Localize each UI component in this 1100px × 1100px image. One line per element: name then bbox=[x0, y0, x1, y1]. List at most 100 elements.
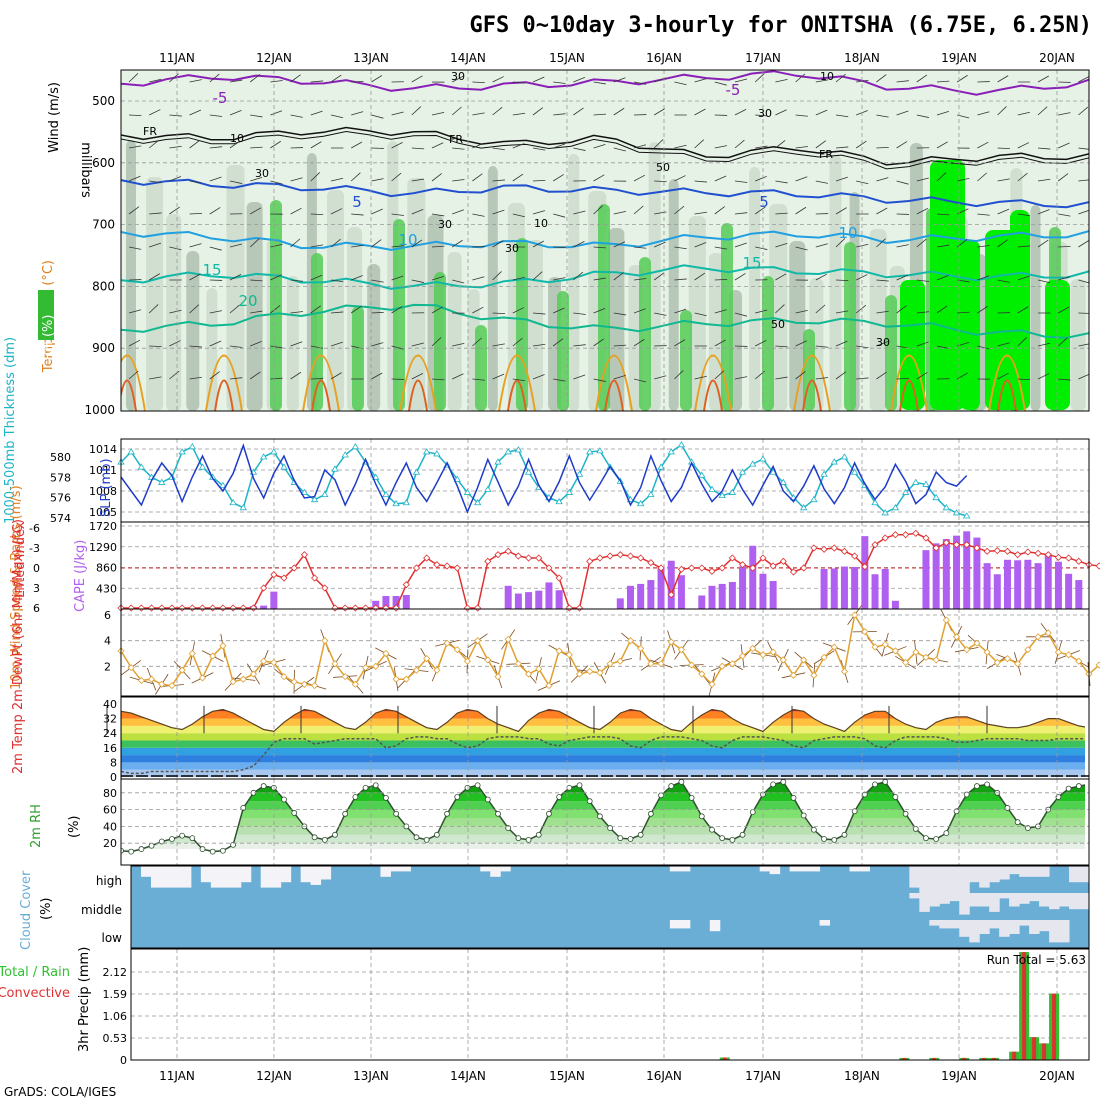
wind-barb bbox=[371, 372, 383, 380]
thickness-line bbox=[120, 443, 967, 517]
wind-barb bbox=[1037, 106, 1048, 116]
wind-barb bbox=[128, 73, 139, 83]
wind-barb bbox=[452, 179, 465, 182]
cape-bar bbox=[830, 568, 838, 609]
cloud-clear-segment bbox=[999, 893, 1010, 899]
isotherm-label: -5 bbox=[213, 89, 228, 107]
rh-band bbox=[121, 801, 1085, 810]
cape-bar bbox=[881, 568, 889, 609]
cape-bar bbox=[698, 595, 706, 609]
thickness-point bbox=[830, 458, 838, 465]
wind-barb bbox=[371, 178, 384, 182]
thickness-axis-label: 1000-500mb Thickness (dm) bbox=[3, 337, 18, 524]
precip-panel: 0 0.53 1.06 1.59 2.12 Run Total = 5.63 3hr Pre… bbox=[0, 947, 1090, 1067]
wind-barb bbox=[391, 111, 404, 116]
thickness-point bbox=[402, 498, 411, 506]
wind-speed-point bbox=[749, 644, 757, 652]
rh2m-point bbox=[281, 796, 287, 803]
thickness-point bbox=[922, 480, 930, 487]
wind-speed-point bbox=[148, 675, 156, 683]
temp-tick: 24 bbox=[103, 727, 117, 740]
wind-barb bbox=[573, 180, 586, 182]
thickness-point bbox=[667, 448, 675, 455]
wind-barb bbox=[472, 378, 485, 381]
wind-barb bbox=[229, 180, 243, 184]
wind-barb bbox=[997, 75, 1009, 83]
wind-barb bbox=[1057, 337, 1068, 347]
cloud-clear-segment bbox=[989, 920, 1000, 929]
wind-barb bbox=[795, 371, 806, 380]
rh2m-point bbox=[189, 835, 196, 842]
wind-barb bbox=[431, 213, 445, 217]
cloud-clear-segment bbox=[310, 866, 322, 885]
lifted-point bbox=[270, 571, 278, 579]
lifted-point bbox=[463, 604, 472, 612]
wind-barb bbox=[896, 141, 908, 149]
cloud-clear-segment bbox=[709, 920, 721, 932]
thickness-point bbox=[422, 448, 431, 455]
wind-barb bbox=[573, 312, 586, 315]
cloud-clear-segment bbox=[1049, 893, 1060, 910]
wind-speed-point bbox=[718, 662, 726, 670]
pressure-tick: 900 bbox=[92, 341, 115, 355]
wind-barb bbox=[896, 180, 909, 185]
cloud-clear-segment bbox=[150, 866, 162, 888]
thickness-point bbox=[300, 488, 309, 495]
wind-barb bbox=[755, 309, 768, 314]
rh2m-point bbox=[688, 794, 695, 801]
wind-barb bbox=[734, 78, 748, 83]
wind-barb bbox=[674, 308, 687, 314]
isotherm-30 bbox=[507, 379, 527, 411]
rh-contour-label: 30 bbox=[438, 218, 452, 231]
wind-barb bbox=[472, 81, 485, 84]
cloud-clear-segment bbox=[949, 920, 960, 929]
cloud-clear-segment bbox=[1079, 866, 1090, 883]
lifted-point bbox=[1044, 551, 1052, 559]
wind-barb bbox=[532, 147, 546, 151]
wind-speed-point bbox=[168, 682, 176, 690]
lifted-point bbox=[239, 604, 247, 612]
wind-speed-point bbox=[300, 680, 308, 688]
wind-barb bbox=[391, 81, 404, 83]
cloud-clear-segment bbox=[999, 866, 1010, 880]
bottom-day-label: 19JAN bbox=[941, 1069, 977, 1083]
cloud-clear-segment bbox=[989, 893, 1000, 912]
wind-barb bbox=[815, 304, 826, 314]
wind-barb bbox=[633, 246, 647, 249]
wind-barb bbox=[350, 305, 362, 314]
wind-barb bbox=[674, 339, 686, 347]
wind-barb bbox=[896, 80, 909, 83]
wind-barb bbox=[492, 271, 502, 281]
thickness-point bbox=[514, 446, 523, 453]
rh-tick: 60 bbox=[103, 804, 117, 817]
wind-barb bbox=[1078, 240, 1089, 248]
wind-barb bbox=[411, 147, 425, 150]
cloud-clear-segment bbox=[1009, 920, 1020, 934]
lifted-point bbox=[779, 557, 787, 565]
rh-frame bbox=[120, 778, 1090, 866]
cloud-clear-segment bbox=[1009, 893, 1020, 907]
rh2m-point bbox=[658, 792, 664, 799]
wind-barb bbox=[997, 147, 1010, 150]
wind-speed-point bbox=[372, 662, 380, 670]
rh2m-point bbox=[841, 831, 848, 838]
isotherm-30 bbox=[121, 379, 137, 411]
rh2m-point bbox=[668, 783, 675, 789]
rh-blob bbox=[367, 264, 381, 411]
wind-speed-point bbox=[902, 658, 910, 667]
wind-barb bbox=[492, 106, 503, 116]
wind-speed-point bbox=[891, 647, 899, 655]
rh-blob bbox=[648, 142, 661, 411]
lifted-point bbox=[575, 604, 584, 612]
lifted-point bbox=[198, 604, 207, 612]
cape-bar bbox=[1014, 560, 1022, 609]
cape-bar bbox=[545, 582, 553, 609]
wind-barb bbox=[815, 180, 829, 184]
wind-barb bbox=[977, 275, 990, 281]
wind-barb bbox=[1058, 81, 1071, 83]
wind-barb bbox=[694, 272, 706, 281]
lifted-point bbox=[311, 574, 319, 582]
lifted-point bbox=[637, 554, 645, 562]
precip-conv-bar bbox=[1052, 993, 1057, 1060]
